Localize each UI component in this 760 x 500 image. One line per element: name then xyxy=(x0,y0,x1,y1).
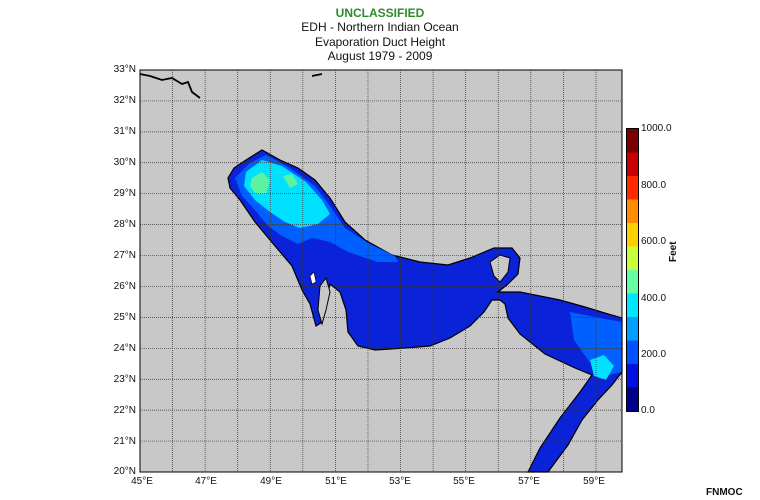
colorbar-tick: 600.0 xyxy=(641,236,667,247)
qatar-peninsula xyxy=(317,276,331,326)
lat-label: 29°N xyxy=(113,188,136,199)
colorbar xyxy=(626,128,639,412)
lon-label: 47°E xyxy=(195,476,217,487)
lat-label: 26°N xyxy=(113,281,136,292)
lat-label: 28°N xyxy=(113,219,136,230)
lon-label: 59°E xyxy=(583,476,605,487)
lat-label: 20°N xyxy=(113,466,136,477)
lon-label: 53°E xyxy=(389,476,411,487)
colorbar-tick: 0.0 xyxy=(641,405,655,416)
lat-label: 24°N xyxy=(113,343,136,354)
colorbar-tick: 200.0 xyxy=(641,349,667,360)
lat-label: 33°N xyxy=(113,64,136,75)
lon-label: 55°E xyxy=(453,476,475,487)
chart-title-parameter: Evaporation Duct Height xyxy=(314,35,446,49)
duct-height-peak-fill-east xyxy=(590,355,614,380)
lon-label: 51°E xyxy=(325,476,347,487)
colorbar-tick: 400.0 xyxy=(641,293,667,304)
lat-label: 25°N xyxy=(113,312,136,323)
lat-label: 21°N xyxy=(113,436,136,447)
lat-label: 23°N xyxy=(113,374,136,385)
northern-coast-fragment xyxy=(311,73,323,77)
lat-label: 27°N xyxy=(113,250,136,261)
bahrain-island xyxy=(309,271,317,285)
musandam-peninsula xyxy=(489,254,511,283)
lat-label: 31°N xyxy=(113,126,136,137)
lon-label: 49°E xyxy=(260,476,282,487)
classification-label: UNCLASSIFIED xyxy=(335,6,425,20)
lon-label: 57°E xyxy=(518,476,540,487)
credit-label: FNMOC xyxy=(706,487,743,498)
chart-title-region: EDH - Northern Indian Ocean xyxy=(301,20,459,34)
map-frame xyxy=(139,69,623,473)
duct-height-peak-fill-island xyxy=(283,174,298,188)
lat-label: 30°N xyxy=(113,157,136,168)
colorbar-unit-label: Feet xyxy=(668,241,679,262)
northern-border-line xyxy=(139,73,201,99)
duct-height-peak-fill xyxy=(250,172,270,194)
colorbar-tick: 1000.0 xyxy=(641,123,672,134)
lat-label: 32°N xyxy=(113,95,136,106)
chart-title-period: August 1979 - 2009 xyxy=(327,49,433,63)
lon-label: 45°E xyxy=(131,476,153,487)
colorbar-tick: 800.0 xyxy=(641,180,667,191)
lat-label: 22°N xyxy=(113,405,136,416)
